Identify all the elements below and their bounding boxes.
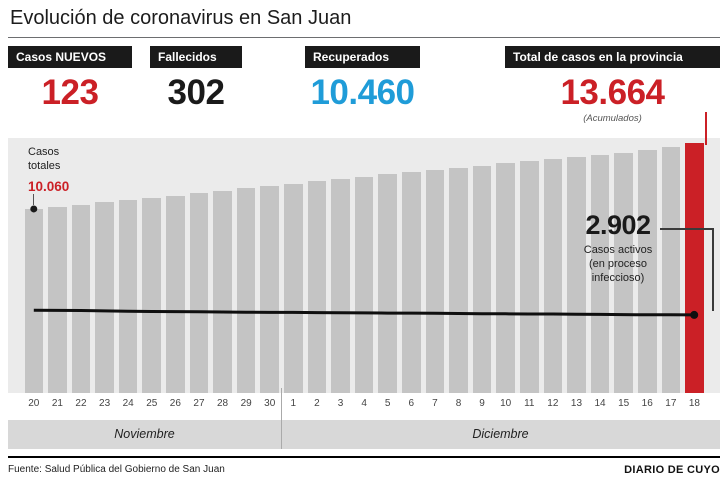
annotation-bracket-horizontal	[660, 228, 714, 230]
x-axis-label: 4	[361, 398, 367, 409]
bar-day-22	[71, 205, 91, 393]
stats-row: Casos NUEVOS 123 Fallecidos 302 Recupera…	[8, 46, 720, 138]
x-axis-label: 22	[75, 398, 87, 409]
stat-value-recuperados: 10.460	[310, 73, 415, 112]
month-divider-line	[281, 388, 282, 449]
x-axis-label: 28	[216, 398, 229, 409]
stat-label-recuperados: Recuperados	[305, 46, 420, 68]
bar-day-10	[496, 163, 515, 393]
annotation-casos-activos-sublabel: (en proceso infeccioso)	[588, 257, 648, 284]
month-label-diciembre: Diciembre	[281, 420, 720, 449]
x-axis-label: 18	[688, 398, 700, 409]
footer-brand: DIARIO DE CUYO	[624, 464, 720, 476]
annotation-casos-totales-label: Casos totales	[28, 146, 61, 173]
annotation-casos-activos-label-text: Casos activos	[583, 244, 653, 256]
bar-day-11	[519, 161, 539, 393]
bar-day-23	[95, 202, 114, 393]
bar-day-8	[449, 168, 468, 393]
x-axis-label: 25	[146, 398, 158, 409]
bar-day-9	[472, 166, 492, 393]
x-axis-label: 13	[570, 398, 583, 409]
x-axis-label: 7	[432, 398, 438, 409]
footer-source: Fuente: Salud Pública del Gobierno de Sa…	[8, 464, 225, 475]
x-axis-label: 6	[408, 398, 415, 409]
stat-value-fallecidos: 302	[167, 73, 225, 112]
x-axis-label: 29	[240, 398, 252, 409]
x-axis-label: 12	[547, 398, 559, 409]
bar-day-14	[590, 155, 610, 393]
x-axis-labels: 20 21 22 23 24 25 26 27 28 29 30 1 2 3 4 5 6 7 8 9 10 11 12 13 1…	[8, 398, 720, 414]
x-axis-label: 24	[122, 398, 134, 409]
x-axis-label: 23	[99, 398, 111, 409]
stat-label-total-casos: Total de casos en la provincia	[505, 46, 720, 68]
bar-day-13	[567, 157, 586, 393]
bar-day-2	[307, 181, 327, 393]
chart-plot-area: Casos totales 10.060 2.902 Casos activos…	[8, 112, 720, 393]
x-axis-label: 16	[641, 398, 653, 409]
bar-day-20	[24, 209, 44, 393]
x-axis-label: 17	[665, 398, 677, 409]
bar-series	[8, 138, 720, 393]
x-axis-label: 21	[51, 398, 63, 409]
bar-day-7	[425, 170, 445, 393]
bar-day-17	[661, 147, 681, 393]
annotation-casos-totales-tick	[33, 194, 34, 205]
total-to-bar-connector	[705, 112, 707, 145]
bar-day-3	[331, 179, 350, 393]
stat-recuperados: Recuperados 10.460	[305, 46, 420, 113]
x-axis-label: 15	[618, 398, 630, 409]
annotation-casos-activos: 2.902 Casos activos (en proceso infeccio…	[528, 210, 708, 285]
stat-fallecidos: Fallecidos 302	[150, 46, 242, 113]
bar-day-21	[48, 207, 67, 393]
stat-casos-nuevos: Casos NUEVOS 123	[8, 46, 132, 113]
bar-day-27	[189, 193, 209, 393]
bar-day-4	[354, 177, 374, 393]
annotation-casos-activos-value: 2.902	[585, 210, 651, 240]
bar-day-29	[236, 188, 256, 393]
stat-value-casos-nuevos: 123	[41, 73, 99, 112]
bar-day-1	[284, 184, 303, 393]
month-band: Noviembre Diciembre	[8, 420, 720, 449]
stat-total-casos: Total de casos en la provincia 13.664 (A…	[505, 46, 720, 124]
bar-day-24	[118, 200, 138, 393]
title-divider	[8, 37, 720, 38]
x-axis-label: 26	[169, 398, 181, 409]
bar-day-18	[685, 143, 704, 393]
stat-note-acumulados: (Acumulados)	[583, 113, 642, 124]
bar-day-28	[213, 191, 232, 393]
page-title: Evolución de coronavirus en San Juan	[10, 7, 352, 29]
x-axis-label: 14	[594, 398, 606, 409]
x-axis-label: 2	[314, 398, 320, 409]
x-axis-label: 9	[479, 398, 485, 409]
bar-day-6	[402, 172, 421, 393]
x-axis-label: 5	[384, 398, 391, 409]
month-label-noviembre: Noviembre	[8, 420, 281, 449]
stat-label-fallecidos: Fallecidos	[150, 46, 242, 68]
annotation-bracket-vertical	[712, 228, 714, 311]
stat-label-casos-nuevos: Casos NUEVOS	[8, 46, 132, 68]
x-axis-label: 11	[524, 398, 535, 409]
x-axis-label: 10	[500, 398, 512, 409]
bar-day-30	[260, 186, 280, 393]
x-axis-label: 8	[455, 398, 462, 409]
bar-day-15	[614, 153, 633, 393]
bar-day-5	[378, 174, 397, 393]
annotation-casos-activos-label: Casos activos (en proceso infeccioso)	[568, 244, 668, 285]
x-axis-label: 20	[28, 398, 40, 409]
x-axis-label: 1	[290, 398, 297, 409]
annotation-casos-totales-value: 10.060	[28, 178, 70, 194]
x-axis-label: 30	[264, 398, 276, 409]
annotation-casos-totales: Casos totales 10.060	[28, 145, 80, 195]
x-axis-label: 27	[193, 398, 205, 409]
bar-day-12	[543, 159, 563, 393]
bar-day-25	[142, 198, 162, 393]
stat-value-total-casos: 13.664	[560, 73, 665, 112]
bar-day-26	[166, 196, 185, 393]
bar-day-16	[637, 150, 657, 393]
footer: Fuente: Salud Pública del Gobierno de Sa…	[8, 456, 720, 476]
x-axis-label: 3	[337, 398, 344, 409]
